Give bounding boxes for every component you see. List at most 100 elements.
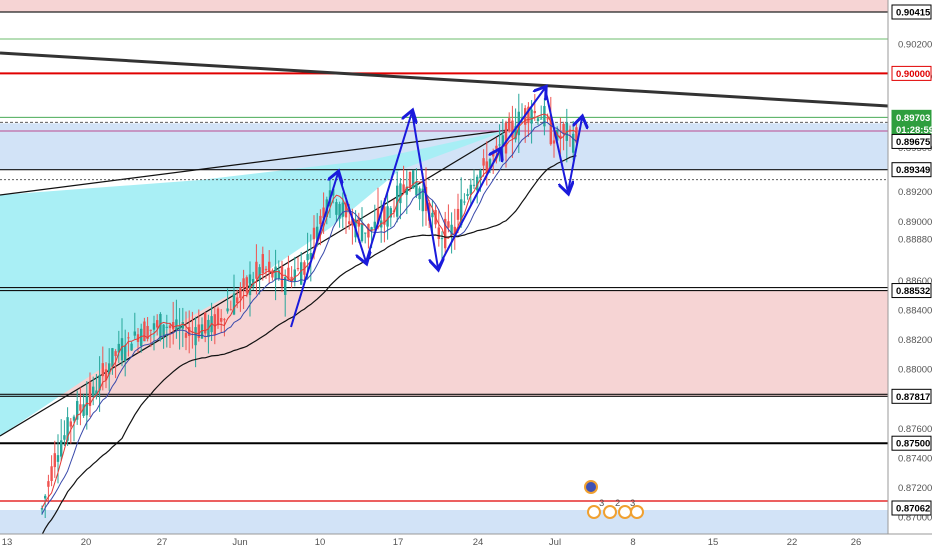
candle-body bbox=[255, 261, 258, 279]
candle-body bbox=[341, 202, 344, 217]
price-tag-box bbox=[891, 162, 932, 178]
zigzag-arrow bbox=[337, 172, 366, 262]
candle-body bbox=[485, 161, 488, 174]
candle-body bbox=[236, 297, 239, 303]
time-tick-label: 27 bbox=[157, 537, 168, 548]
candle-body bbox=[495, 145, 498, 149]
candle-body bbox=[364, 232, 367, 234]
candle-body bbox=[396, 185, 399, 217]
candle-body bbox=[437, 227, 440, 240]
time-tick-label: 22 bbox=[787, 537, 798, 548]
price-axis-bg bbox=[888, 0, 932, 550]
event-marker-count: 3 bbox=[599, 498, 604, 509]
candle-body bbox=[562, 123, 565, 135]
price-tag-label: 0.87817 bbox=[896, 392, 930, 403]
price-tick-label: 0.88200 bbox=[898, 335, 932, 346]
candle-body bbox=[261, 254, 264, 274]
candle-body bbox=[66, 417, 69, 441]
candle-body bbox=[239, 287, 242, 298]
price-tag-box bbox=[891, 500, 932, 516]
event-marker-icon bbox=[603, 505, 617, 519]
price-tick-label: 0.87200 bbox=[898, 483, 932, 494]
time-tick-label: 10 bbox=[315, 537, 326, 548]
candle-body bbox=[111, 348, 114, 367]
candle-body bbox=[232, 293, 236, 315]
candle-body bbox=[156, 320, 159, 328]
drawings-layer bbox=[290, 88, 582, 328]
candle-body bbox=[456, 208, 460, 220]
candle-body bbox=[344, 202, 348, 218]
price-tag-box bbox=[891, 388, 932, 404]
candle-body bbox=[482, 158, 485, 166]
candle-body bbox=[277, 270, 280, 279]
candle-body bbox=[72, 416, 76, 421]
candle-body bbox=[549, 115, 552, 145]
candle-body bbox=[383, 206, 386, 225]
time-axis[interactable]: 13 20 27 Jun 10 17 24 Jul 8 15 22 26 bbox=[0, 533, 932, 550]
candle-body bbox=[293, 269, 296, 282]
candle-body bbox=[351, 218, 354, 226]
candle-body bbox=[101, 363, 104, 377]
candle-body bbox=[229, 309, 232, 311]
candle-body bbox=[220, 318, 223, 322]
candle-body bbox=[300, 262, 303, 285]
candle-body bbox=[444, 218, 447, 249]
price-tick-label: 0.89000 bbox=[898, 217, 932, 228]
candle-body bbox=[60, 440, 63, 457]
candle-body bbox=[56, 455, 60, 462]
candle-body bbox=[450, 224, 453, 236]
price-tick-label: 0.89200 bbox=[898, 187, 932, 198]
demand-zone-bottom bbox=[0, 510, 888, 534]
ma-fast-line bbox=[41, 113, 577, 509]
price-axis[interactable]: 0.902000.899800.896000.895000.892000.890… bbox=[887, 0, 932, 550]
candle-body bbox=[146, 325, 149, 339]
price-tick-label: 0.88600 bbox=[898, 276, 932, 287]
candle-body bbox=[130, 343, 133, 351]
candle-body bbox=[248, 274, 252, 296]
candle-body bbox=[149, 329, 152, 331]
time-axis-bg bbox=[0, 534, 932, 550]
candle-body bbox=[389, 208, 392, 218]
candle-body bbox=[204, 312, 207, 334]
candle-body bbox=[460, 199, 463, 226]
candle-body bbox=[252, 279, 255, 287]
candle-body bbox=[69, 421, 72, 427]
candle-body bbox=[63, 435, 66, 440]
event-marker-count: 3 bbox=[630, 498, 635, 509]
time-tick-label: Jun bbox=[232, 537, 247, 548]
candle-body bbox=[162, 324, 165, 336]
candle-body bbox=[533, 110, 536, 114]
candle-body bbox=[415, 181, 418, 196]
candle-body bbox=[117, 343, 120, 353]
candle-body bbox=[268, 261, 271, 273]
candle-body bbox=[453, 226, 456, 234]
candle-body bbox=[194, 327, 197, 346]
candle-body bbox=[108, 363, 111, 375]
price-tag-label: 0.89703 bbox=[896, 113, 930, 124]
descending-trendline bbox=[0, 51, 889, 108]
candle-body bbox=[274, 266, 277, 280]
candle-body bbox=[498, 144, 501, 146]
zigzag-arrow bbox=[411, 111, 438, 268]
price-tag-box bbox=[891, 133, 932, 149]
candle-body bbox=[399, 183, 402, 204]
candle-body bbox=[197, 324, 200, 338]
candle-body bbox=[213, 314, 216, 335]
candle-body bbox=[338, 203, 341, 219]
price-tick-label: 0.88400 bbox=[898, 306, 932, 317]
supply-zone-top bbox=[0, 0, 888, 12]
candle-body bbox=[152, 323, 156, 330]
time-tick-label: 8 bbox=[630, 537, 635, 548]
candle-body bbox=[264, 268, 268, 271]
ma-slow-line bbox=[41, 155, 577, 535]
price-tag-label: 0.90000 bbox=[896, 69, 930, 80]
candle-body bbox=[79, 404, 82, 411]
candle-body bbox=[440, 238, 444, 240]
event-marker-count: 2 bbox=[615, 498, 620, 509]
time-tick-label: 13 bbox=[2, 537, 13, 548]
candle-body bbox=[88, 382, 92, 407]
candle-body bbox=[290, 276, 293, 282]
candle-body bbox=[559, 135, 562, 138]
price-tick-label: 0.87400 bbox=[898, 454, 932, 465]
